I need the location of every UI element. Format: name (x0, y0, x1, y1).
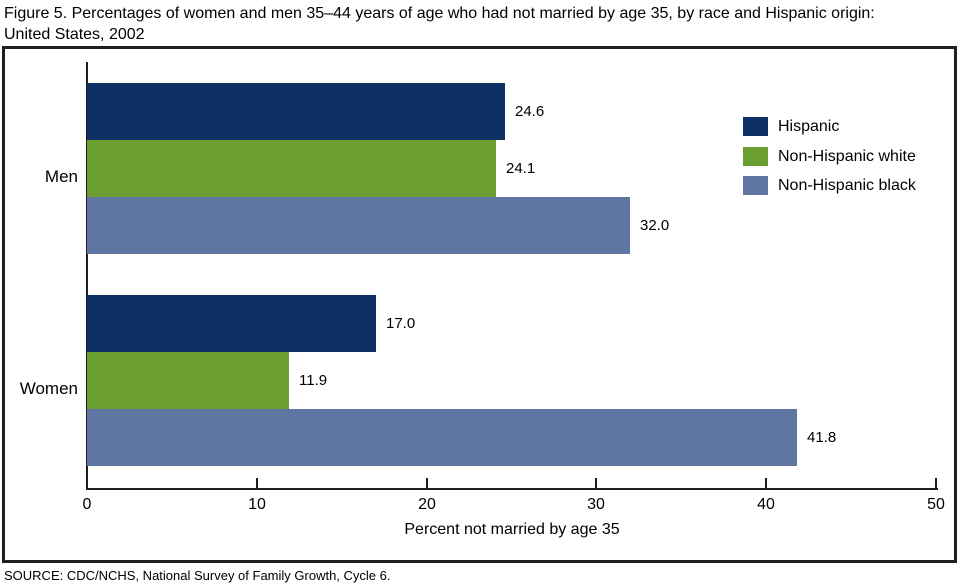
value-label-men-hispanic: 24.6 (515, 103, 545, 120)
x-axis-line (86, 488, 938, 490)
chart-frame (2, 46, 957, 563)
x-tick-label-20: 20 (418, 496, 436, 513)
x-tick-mark-10 (256, 478, 258, 488)
x-tick-mark-40 (765, 478, 767, 488)
legend-swatch-non-hispanic-black (743, 176, 768, 195)
bar-women-hispanic (87, 295, 376, 352)
x-tick-label-40: 40 (757, 496, 775, 513)
value-label-men-non-hispanic-black: 32.0 (640, 217, 670, 234)
value-label-women-non-hispanic-black: 41.8 (807, 429, 837, 446)
y-axis-line (86, 62, 88, 490)
bar-women-non-hispanic-black (87, 409, 797, 466)
legend-swatch-non-hispanic-white (743, 147, 768, 166)
value-label-women-non-hispanic-white: 11.9 (299, 372, 328, 389)
source-note: SOURCE: CDC/NCHS, National Survey of Fam… (4, 568, 391, 583)
legend-swatch-hispanic (743, 117, 768, 136)
bar-men-non-hispanic-black (87, 197, 630, 254)
legend-label-hispanic: Hispanic (778, 118, 840, 135)
x-tick-mark-30 (595, 478, 597, 488)
category-label-men: Men (44, 166, 78, 186)
bar-women-non-hispanic-white (87, 352, 289, 409)
x-tick-mark-20 (426, 478, 428, 488)
x-tick-mark-50 (935, 478, 937, 488)
x-axis-title: Percent not married by age 35 (404, 521, 620, 538)
figure-title: Figure 5. Percentages of women and men 3… (4, 5, 875, 43)
value-label-women-hispanic: 17.0 (386, 315, 416, 332)
x-tick-label-0: 0 (82, 496, 92, 513)
x-tick-label-30: 30 (587, 496, 605, 513)
value-label-men-non-hispanic-white: 24.1 (506, 160, 536, 177)
x-tick-label-50: 50 (927, 496, 945, 513)
legend-label-non-hispanic-white: Non-Hispanic white (778, 148, 916, 165)
legend-item-non-hispanic-black: Non-Hispanic black (743, 176, 916, 195)
category-label-women: Women (19, 378, 78, 398)
x-tick-mark-0 (86, 478, 88, 488)
legend-item-non-hispanic-white: Non-Hispanic white (743, 147, 916, 166)
legend-item-hispanic: Hispanic (743, 117, 839, 136)
legend-label-non-hispanic-black: Non-Hispanic black (778, 177, 916, 194)
bar-men-non-hispanic-white (87, 140, 496, 197)
x-tick-label-10: 10 (248, 496, 266, 513)
bar-men-hispanic (87, 83, 505, 140)
